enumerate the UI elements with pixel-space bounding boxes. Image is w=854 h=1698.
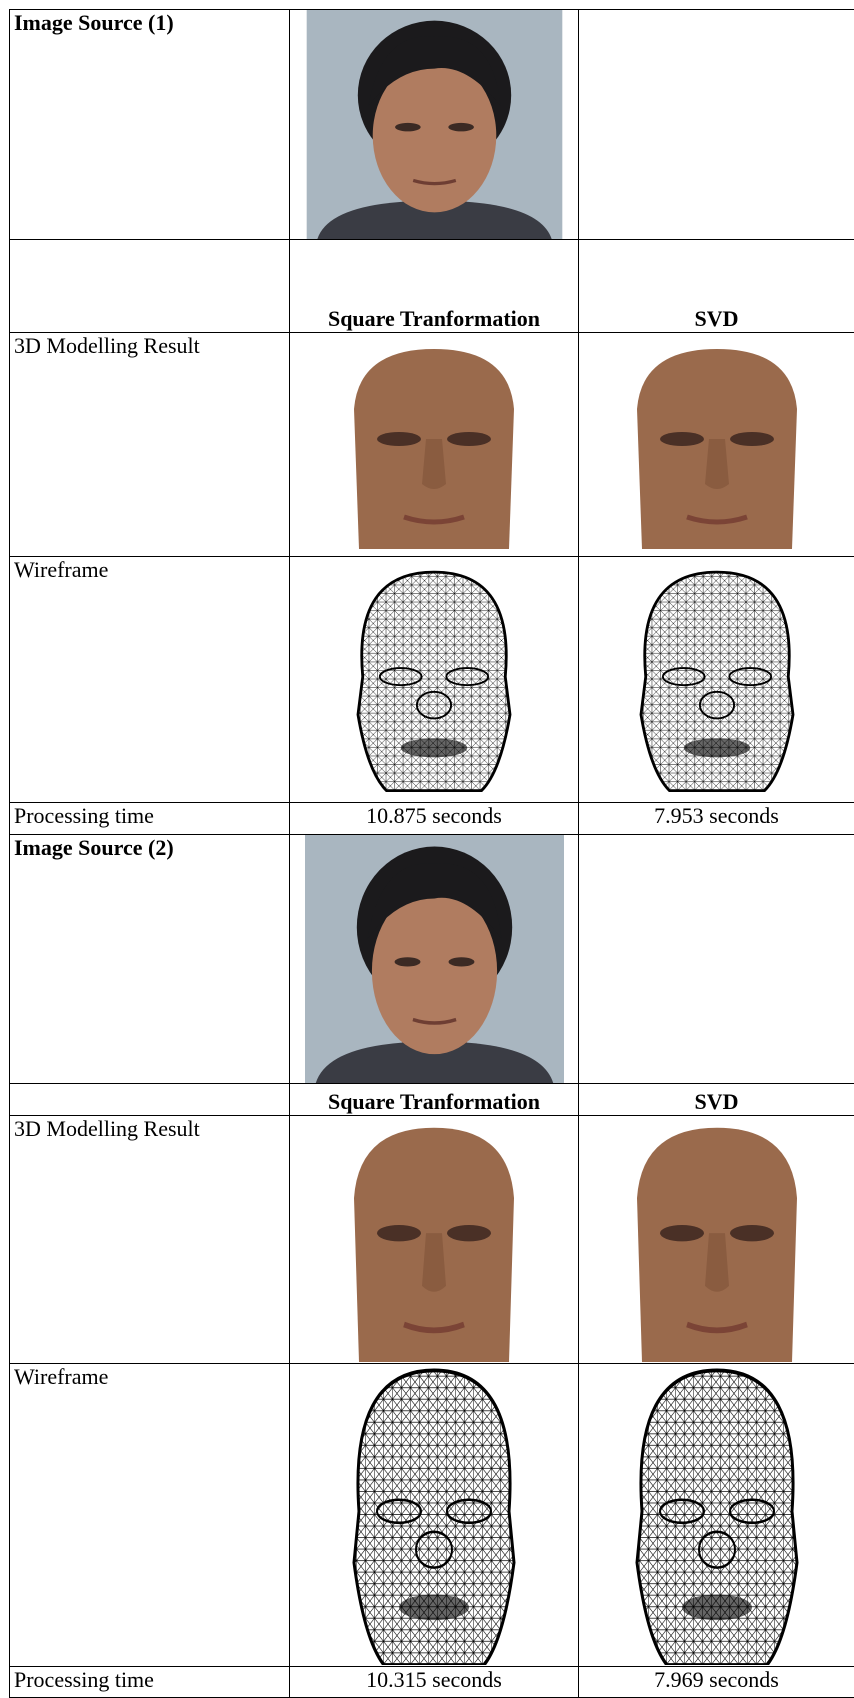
empty-cell [579, 835, 854, 1084]
row-label: 3D Modelling Result [10, 1116, 290, 1364]
photo [305, 835, 564, 1083]
row: 3D Modelling Result [10, 1116, 854, 1364]
row: Wireframe [10, 1364, 854, 1667]
empty-cell [10, 240, 290, 333]
column-header: Square Tranformation [290, 1084, 579, 1116]
model-image [579, 1116, 854, 1364]
time-value: 7.953 seconds [579, 803, 854, 835]
row-label: Processing time [10, 803, 290, 835]
wireframe-image [290, 1364, 579, 1667]
model-image [579, 333, 854, 557]
time-value: 10.875 seconds [290, 803, 579, 835]
row: Image Source (1) [10, 10, 854, 240]
wireframe [334, 1364, 534, 1665]
column-header: Square Tranformation [290, 240, 579, 333]
row: Image Source (2) [10, 835, 854, 1084]
row-label: Image Source (1) [10, 10, 290, 240]
wireframe-image [290, 557, 579, 803]
model [334, 1116, 534, 1362]
row-label: 3D Modelling Result [10, 333, 290, 557]
row-label: Wireframe [10, 1364, 290, 1667]
time-value: 10.315 seconds [290, 1667, 579, 1698]
source-photo [290, 835, 579, 1084]
row: Processing time 10.875 seconds 7.953 sec… [10, 803, 854, 835]
empty-cell [10, 1084, 290, 1116]
model [617, 1116, 817, 1362]
photo [305, 10, 564, 239]
time-value: 7.969 seconds [579, 1667, 854, 1698]
wireframe [622, 557, 812, 801]
row: 3D Modelling Result [10, 333, 854, 557]
empty-cell [579, 10, 854, 240]
column-header: SVD [579, 1084, 854, 1116]
model-image [290, 333, 579, 557]
column-header: SVD [579, 240, 854, 333]
model-image [290, 1116, 579, 1364]
row-label: Image Source (2) [10, 835, 290, 1084]
model [617, 333, 817, 555]
row: Square Tranformation SVD [10, 240, 854, 333]
row-label: Processing time [10, 1667, 290, 1698]
wireframe-image [579, 557, 854, 803]
row-label: Wireframe [10, 557, 290, 803]
row: Square Tranformation SVD [10, 1084, 854, 1116]
row: Wireframe [10, 557, 854, 803]
wireframe-image [579, 1364, 854, 1667]
row: Processing time 10.315 seconds 7.969 sec… [10, 1667, 854, 1698]
results-table: Image Source (1) Square Tranformation SV… [9, 9, 854, 1698]
model [334, 333, 534, 555]
wireframe [617, 1364, 817, 1665]
wireframe [339, 557, 529, 801]
source-photo [290, 10, 579, 240]
